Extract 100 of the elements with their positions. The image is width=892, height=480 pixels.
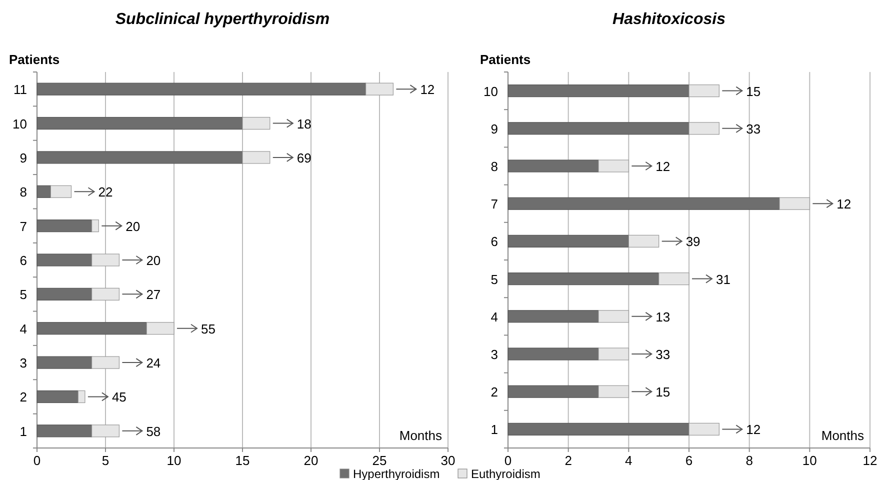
bar — [508, 310, 599, 323]
y-tick-label: 8 — [490, 159, 498, 174]
bar — [92, 220, 99, 232]
annotation: 12 — [420, 82, 435, 98]
bar — [628, 234, 660, 248]
y-tick-label: 6 — [490, 234, 498, 250]
bar — [508, 160, 599, 172]
bar — [508, 385, 599, 398]
annotation: 45 — [112, 390, 126, 405]
bar — [688, 422, 720, 436]
x-axis-title: Months — [821, 428, 864, 443]
x-tick-label: 6 — [685, 453, 693, 468]
x-tick-label: 2 — [564, 453, 572, 468]
annotation: 31 — [716, 272, 730, 287]
chart-title: Subclinical hyperthyroidism — [115, 11, 330, 28]
bar — [36, 185, 51, 198]
bar — [92, 288, 120, 300]
y-tick-label: 7 — [20, 218, 27, 234]
y-tick-label: 5 — [20, 287, 27, 302]
x-tick-label: 12 — [862, 453, 878, 468]
annotation: 12 — [836, 196, 852, 212]
annotation: 58 — [146, 424, 161, 439]
bar — [36, 288, 92, 300]
x-tick-label: 4 — [625, 453, 632, 468]
bar — [36, 82, 366, 96]
bar — [779, 197, 810, 210]
bar — [688, 84, 720, 98]
bar — [598, 348, 629, 360]
bar — [658, 272, 690, 286]
annotation: 18 — [296, 116, 312, 132]
x-tick-label: 15 — [235, 453, 250, 468]
x-tick-label: 30 — [440, 453, 456, 468]
bar — [508, 234, 629, 248]
annotation: 33 — [656, 347, 670, 362]
y-tick-label: 1 — [490, 422, 498, 438]
annotation: 12 — [746, 422, 761, 438]
annotation: 12 — [656, 159, 670, 174]
y-tick-label: 10 — [12, 116, 27, 132]
bar — [92, 424, 120, 438]
bar — [598, 160, 629, 172]
bar — [508, 84, 690, 98]
y-tick-label: 8 — [20, 184, 27, 200]
annotation: 24 — [146, 356, 161, 371]
x-tick-label: 0 — [33, 453, 41, 468]
bar — [508, 197, 780, 210]
bar — [146, 322, 174, 335]
y-tick-label: 4 — [20, 321, 27, 336]
y-tick-label: 9 — [490, 121, 498, 136]
bar — [508, 422, 690, 436]
annotation: 55 — [201, 321, 216, 336]
annotation: 20 — [126, 218, 140, 234]
annotation: 69 — [296, 150, 312, 166]
bar — [36, 116, 243, 130]
bar — [36, 254, 92, 266]
y-axis-title: Patients — [480, 52, 531, 67]
y-tick-label: 6 — [20, 253, 27, 268]
y-axis-title: Patients — [9, 52, 60, 67]
bar — [78, 390, 86, 404]
y-tick-label: 7 — [490, 196, 498, 212]
bar — [598, 310, 629, 323]
bar — [92, 254, 120, 266]
annotation: 39 — [686, 234, 700, 250]
bar — [36, 220, 92, 232]
x-tick-label: 0 — [504, 453, 512, 468]
bar — [688, 122, 720, 135]
y-tick-label: 1 — [20, 424, 27, 439]
y-tick-label: 9 — [20, 150, 27, 166]
annotation: 15 — [656, 384, 670, 400]
x-tick-label: 25 — [372, 453, 387, 468]
x-tick-label: 10 — [802, 453, 817, 468]
x-tick-label: 10 — [166, 453, 182, 468]
bar — [242, 116, 270, 130]
annotation: 33 — [746, 121, 761, 136]
bar — [242, 151, 270, 164]
x-tick-label: 5 — [102, 453, 110, 468]
bar — [50, 185, 72, 198]
chart-title: Hashitoxicosis — [612, 11, 726, 28]
y-tick-label: 10 — [484, 84, 498, 99]
x-tick-label: 20 — [304, 453, 318, 468]
bar — [366, 82, 394, 96]
y-tick-label: 2 — [490, 384, 498, 400]
annotation: 13 — [656, 309, 670, 324]
x-axis-title: Months — [399, 428, 442, 443]
y-tick-label: 2 — [20, 390, 27, 405]
x-tick-label: 8 — [746, 453, 753, 468]
bar — [508, 348, 599, 360]
y-tick-label: 3 — [20, 356, 27, 371]
y-tick-label: 5 — [490, 272, 498, 287]
bar — [36, 356, 92, 369]
y-tick-label: 3 — [490, 347, 498, 362]
bar — [598, 385, 629, 398]
annotation: 20 — [146, 253, 161, 268]
bar — [36, 151, 243, 164]
bar — [36, 322, 147, 335]
y-tick-label: 4 — [490, 309, 498, 324]
bar — [508, 272, 660, 286]
bar — [36, 390, 78, 404]
bar — [36, 424, 92, 438]
bar — [92, 356, 120, 369]
bar — [508, 122, 690, 135]
